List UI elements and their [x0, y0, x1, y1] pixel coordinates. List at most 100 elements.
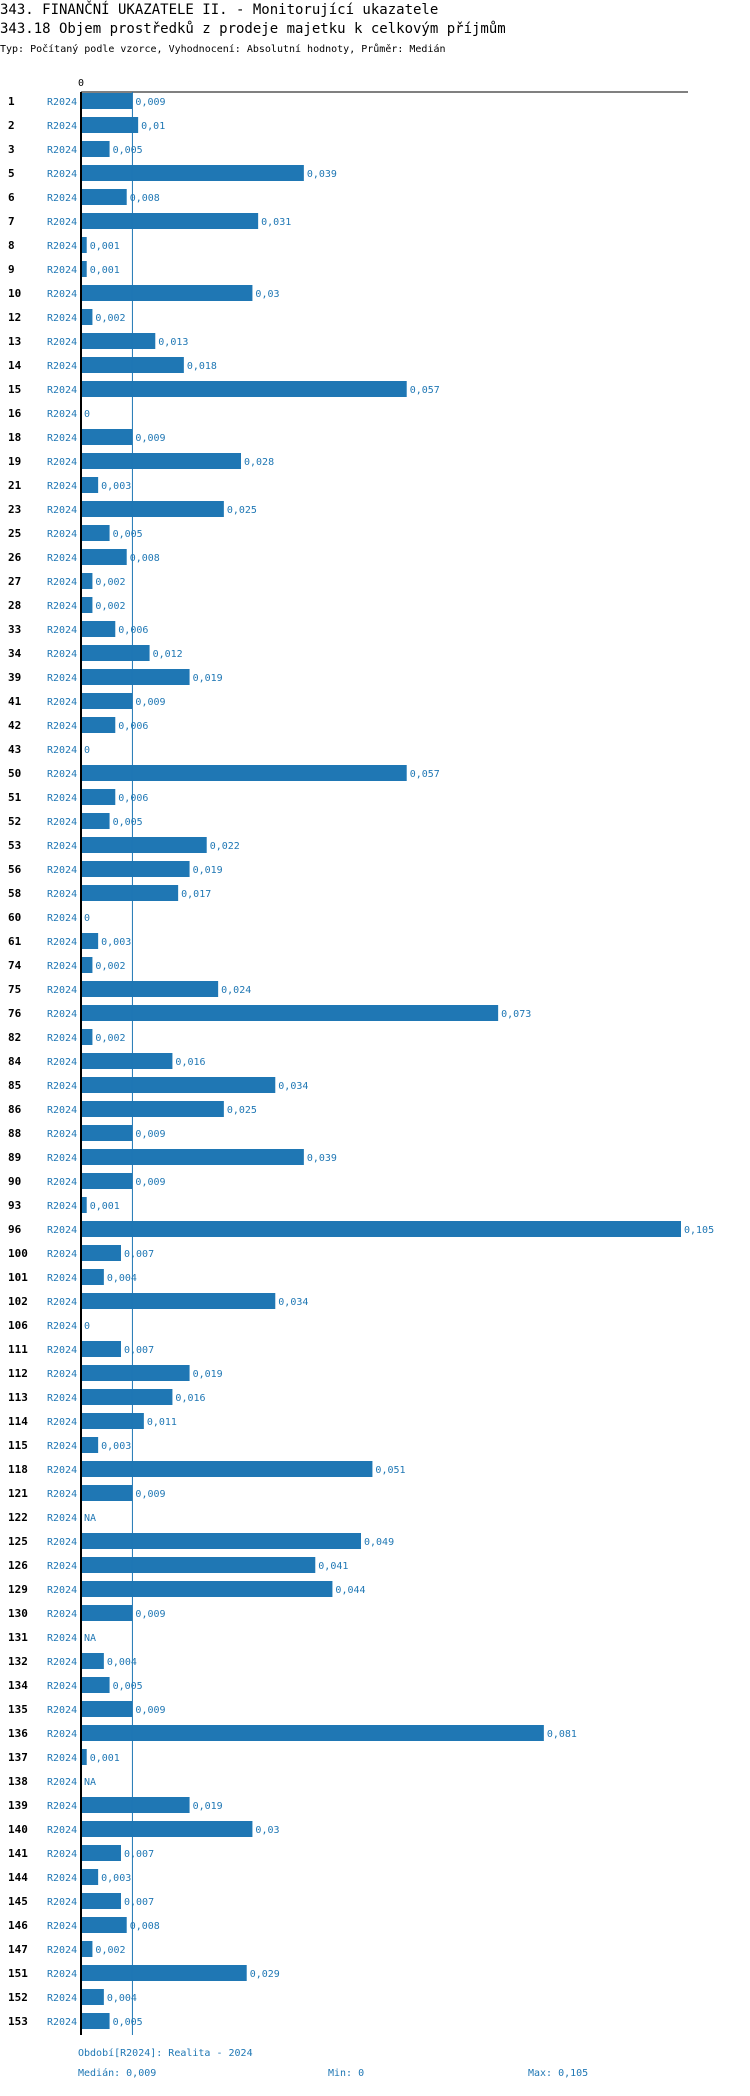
- bar: [81, 525, 110, 541]
- series-label: R2024: [47, 2017, 77, 2028]
- row-id-label: 76: [8, 1007, 22, 1020]
- chart-title: 343. FINANČNÍ UKAZATELE II. - Monitorují…: [0, 2, 439, 18]
- row-id-label: 10: [8, 287, 21, 300]
- value-label: 0,013: [158, 337, 188, 348]
- value-label: 0,016: [175, 1393, 205, 1404]
- row-id-label: 90: [8, 1175, 21, 1188]
- series-label: R2024: [47, 1465, 77, 1476]
- row-id-label: 13: [8, 335, 21, 348]
- series-label: R2024: [47, 841, 77, 852]
- bar: [81, 1125, 133, 1141]
- value-label: 0,009: [135, 97, 165, 108]
- row-id-label: 146: [8, 1919, 28, 1932]
- row-id-label: 129: [8, 1583, 28, 1596]
- value-label: 0,025: [227, 505, 257, 516]
- bar: [81, 93, 133, 109]
- bar: [81, 549, 127, 565]
- series-label: R2024: [47, 1849, 77, 1860]
- value-label: 0,024: [221, 985, 251, 996]
- series-label: R2024: [47, 1441, 77, 1452]
- series-label: R2024: [47, 889, 77, 900]
- row-id-label: 152: [8, 1991, 28, 2004]
- footer-max: Max: 0,105: [528, 2068, 589, 2079]
- row-id-label: 100: [8, 1247, 28, 1260]
- series-label: R2024: [47, 865, 77, 876]
- value-label: 0,019: [193, 865, 223, 876]
- row-id-label: 14: [8, 359, 22, 372]
- row-id-label: 134: [8, 1679, 28, 1692]
- bar: [81, 1077, 276, 1093]
- row-id-label: 126: [8, 1559, 28, 1572]
- row-id-label: 18: [8, 431, 21, 444]
- series-label: R2024: [47, 1345, 77, 1356]
- series-label: R2024: [47, 97, 77, 108]
- value-label: 0,01: [141, 121, 165, 132]
- series-label: R2024: [47, 409, 77, 420]
- row-id-label: 56: [8, 863, 22, 876]
- value-label: 0,105: [684, 1225, 714, 1236]
- row-id-label: 8: [8, 239, 15, 252]
- value-label: 0,001: [90, 1753, 120, 1764]
- series-label: R2024: [47, 649, 77, 660]
- bar: [81, 309, 93, 325]
- series-label: R2024: [47, 1777, 77, 1788]
- value-label: 0,073: [501, 1009, 531, 1020]
- row-id-label: 39: [8, 671, 21, 684]
- series-label: R2024: [47, 1945, 77, 1956]
- value-label: 0,009: [135, 433, 165, 444]
- value-label: 0: [84, 745, 90, 756]
- series-label: R2024: [47, 1897, 77, 1908]
- series-label: R2024: [47, 145, 77, 156]
- series-label: R2024: [47, 1273, 77, 1284]
- row-id-label: 43: [8, 743, 21, 756]
- bar: [81, 1245, 121, 1261]
- series-label: R2024: [47, 1489, 77, 1500]
- bar: [81, 1293, 276, 1309]
- bar: [81, 1485, 133, 1501]
- value-label: 0,002: [95, 1033, 125, 1044]
- bar: [81, 237, 87, 253]
- footer-median: Medián: 0,009: [78, 2068, 157, 2079]
- row-id-label: 136: [8, 1727, 28, 1740]
- series-label: R2024: [47, 121, 77, 132]
- series-label: R2024: [47, 1249, 77, 1260]
- bar: [81, 261, 87, 277]
- bar: [81, 1461, 373, 1477]
- series-label: R2024: [47, 1633, 77, 1644]
- value-label: 0,007: [124, 1897, 154, 1908]
- bar: [81, 189, 127, 205]
- series-label: R2024: [47, 745, 77, 756]
- bar: [81, 597, 93, 613]
- value-label: 0,005: [113, 817, 143, 828]
- bar: [81, 621, 116, 637]
- row-id-label: 137: [8, 1751, 28, 1764]
- bar: [81, 1845, 121, 1861]
- row-id-label: 111: [8, 1343, 28, 1356]
- value-label: 0,002: [95, 313, 125, 324]
- bar: [81, 1989, 104, 2005]
- series-label: R2024: [47, 289, 77, 300]
- row-id-label: 61: [8, 935, 22, 948]
- value-label: 0,002: [95, 577, 125, 588]
- value-label: 0,003: [101, 1441, 131, 1452]
- bar: [81, 1101, 224, 1117]
- bar: [81, 1677, 110, 1693]
- series-label: R2024: [47, 1969, 77, 1980]
- value-label: NA: [84, 1633, 96, 1644]
- footer-min: Min: 0: [328, 2068, 365, 2079]
- row-id-label: 113: [8, 1391, 28, 1404]
- value-label: 0,009: [135, 1489, 165, 1500]
- value-label: 0,041: [318, 1561, 348, 1572]
- value-label: 0,008: [130, 193, 160, 204]
- bar: [81, 1269, 104, 1285]
- row-id-label: 101: [8, 1271, 28, 1284]
- bar: [81, 573, 93, 589]
- series-label: R2024: [47, 265, 77, 276]
- value-label: 0,003: [101, 1873, 131, 1884]
- value-label: 0,005: [113, 2017, 143, 2028]
- row-id-label: 52: [8, 815, 21, 828]
- value-label: 0,007: [124, 1345, 154, 1356]
- value-label: 0,004: [107, 1993, 137, 2004]
- row-id-label: 60: [8, 911, 21, 924]
